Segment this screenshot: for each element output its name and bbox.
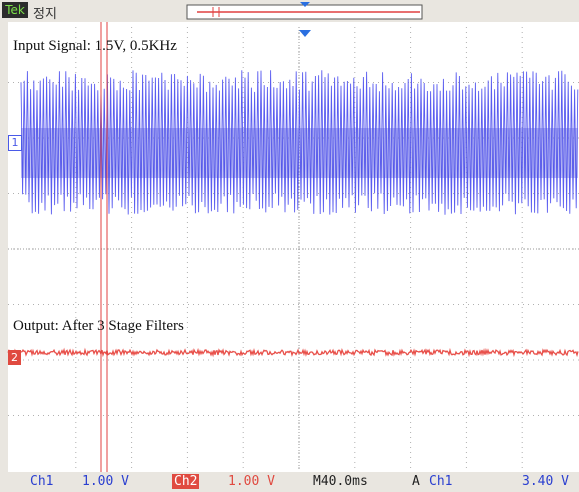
ch2-scale: 1.00 V — [228, 474, 275, 489]
timebase: M40.0ms — [313, 474, 368, 489]
trigger-mode: A — [412, 474, 420, 489]
graticule-area — [8, 22, 579, 472]
scope-screen: Tek 정지 Input Signal: 1.5V, 0.5KHz Output… — [0, 0, 579, 492]
ch1-label: Ch1 — [30, 474, 53, 489]
input-waveform-core — [21, 128, 578, 178]
trigger-source: Ch1 — [429, 474, 452, 489]
trigger-level: 3.40 V — [522, 474, 569, 489]
scope-display — [0, 0, 579, 492]
ch1-marker: 1 — [8, 135, 22, 151]
input-annotation: Input Signal: 1.5V, 0.5KHz — [13, 38, 177, 55]
ch2-marker: 2 — [8, 350, 21, 365]
ch1-scale: 1.00 V — [82, 474, 129, 489]
ch2-label: Ch2 — [172, 474, 199, 489]
output-annotation: Output: After 3 Stage Filters — [13, 318, 184, 335]
